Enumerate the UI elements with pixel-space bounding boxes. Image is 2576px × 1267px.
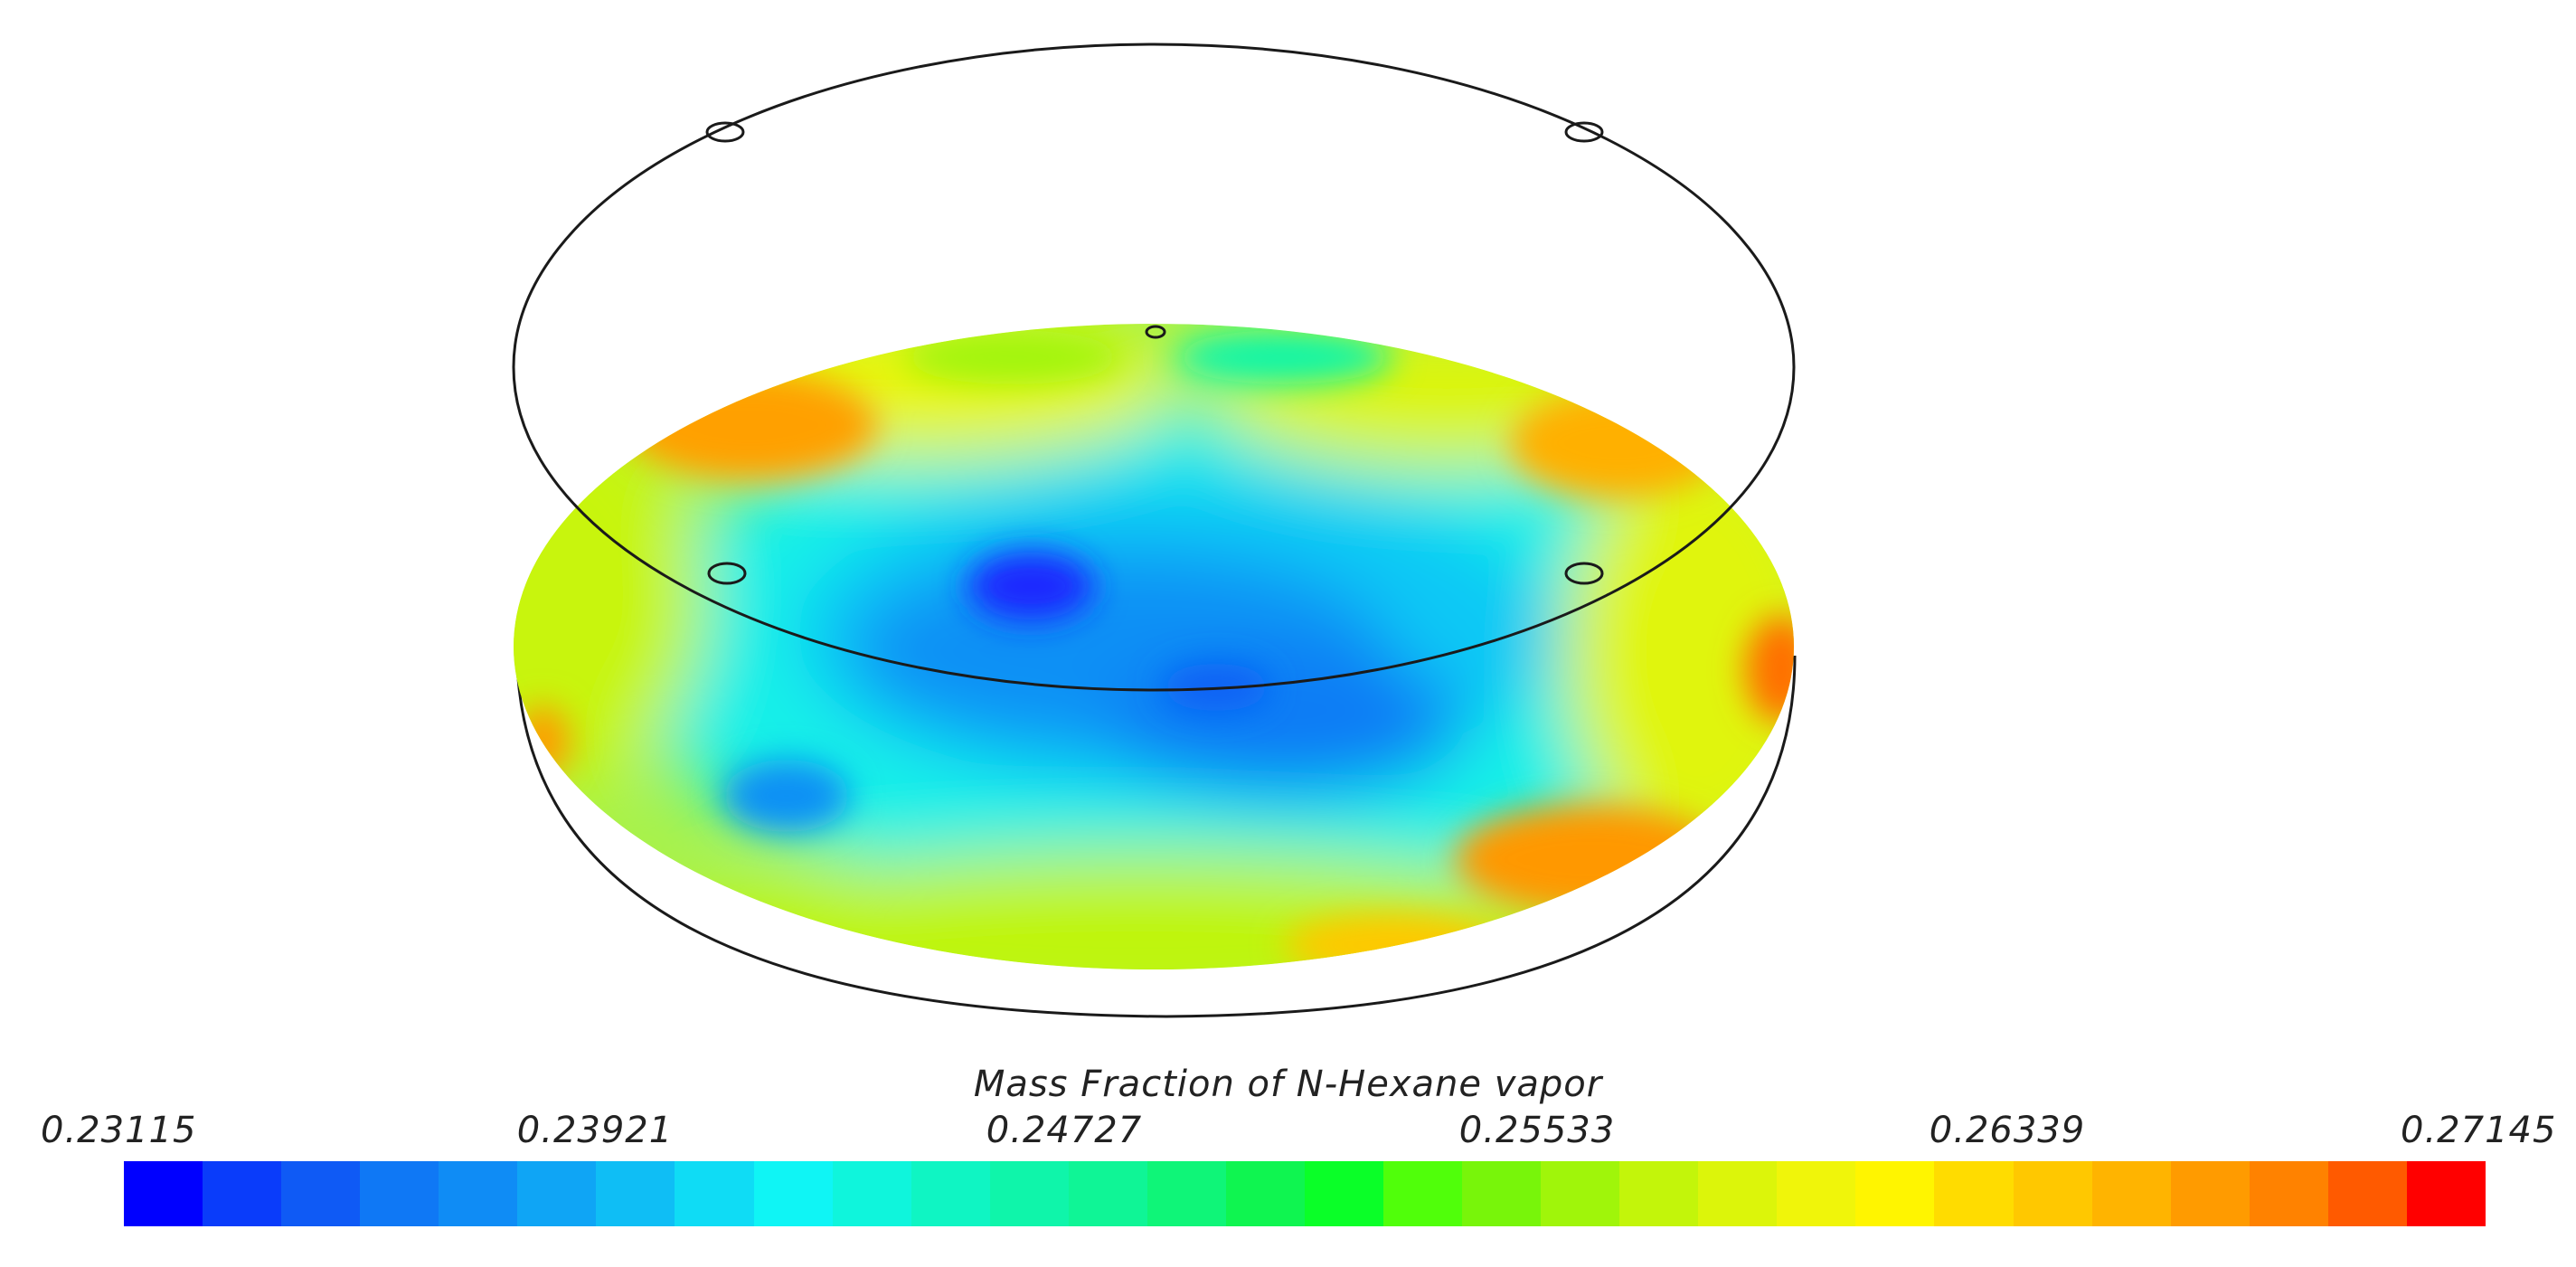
color-scale-swatch	[1383, 1161, 1463, 1226]
color-scale-swatch	[1934, 1161, 2014, 1226]
color-scale-swatch	[1146, 1161, 1226, 1226]
hole-marker	[1564, 121, 1604, 143]
color-scale-swatch	[2406, 1161, 2486, 1226]
color-scale-swatch	[1777, 1161, 1856, 1226]
color-scale-swatch	[596, 1161, 675, 1226]
color-scale-swatch	[2327, 1161, 2407, 1226]
contour-surface	[514, 324, 1794, 969]
legend-title: Mass Fraction of N-Hexane vapor	[973, 1064, 1603, 1105]
color-scale-swatch	[203, 1161, 282, 1226]
color-scale-swatch	[360, 1161, 439, 1226]
color-scale-swatch	[832, 1161, 911, 1226]
hole-marker	[707, 562, 747, 585]
plate-bottom-edge	[515, 655, 1797, 1018]
legend-tick-label: 0.27145	[2401, 1110, 2557, 1151]
upper-plate-outline	[512, 43, 1796, 692]
color-scale-swatch	[2170, 1161, 2250, 1226]
hole-marker	[1564, 562, 1604, 585]
hole-marker	[1145, 325, 1166, 339]
color-scale-swatch	[1619, 1161, 1699, 1226]
color-scale-swatch	[439, 1161, 518, 1226]
color-scale-swatch	[1855, 1161, 1935, 1226]
color-scale-bar	[124, 1161, 2486, 1226]
color-scale-swatch	[1225, 1161, 1305, 1226]
color-scale-swatch	[1068, 1161, 1147, 1226]
color-scale-swatch	[753, 1161, 833, 1226]
color-scale-swatch	[281, 1161, 361, 1226]
color-scale-swatch	[2013, 1161, 2092, 1226]
color-scale-swatch	[911, 1161, 990, 1226]
color-scale-swatch	[675, 1161, 754, 1226]
legend-tick-label: 0.23115	[41, 1110, 197, 1151]
color-scale-swatch	[2249, 1161, 2328, 1226]
color-scale-swatch	[517, 1161, 597, 1226]
color-scale-swatch	[1698, 1161, 1778, 1226]
legend-tick-label: 0.23921	[516, 1110, 674, 1151]
color-scale-swatch	[124, 1161, 203, 1226]
color-scale-swatch	[2091, 1161, 2171, 1226]
color-scale-swatch	[989, 1161, 1069, 1226]
color-scale-swatch	[1541, 1161, 1620, 1226]
legend-tick-label: 0.25533	[1458, 1110, 1616, 1151]
hole-marker	[705, 121, 745, 143]
legend-tick-label: 0.26339	[1929, 1110, 2086, 1151]
color-scale-swatch	[1462, 1161, 1542, 1226]
legend-tick-label: 0.24727	[986, 1110, 1143, 1151]
color-scale-swatch	[1304, 1161, 1383, 1226]
